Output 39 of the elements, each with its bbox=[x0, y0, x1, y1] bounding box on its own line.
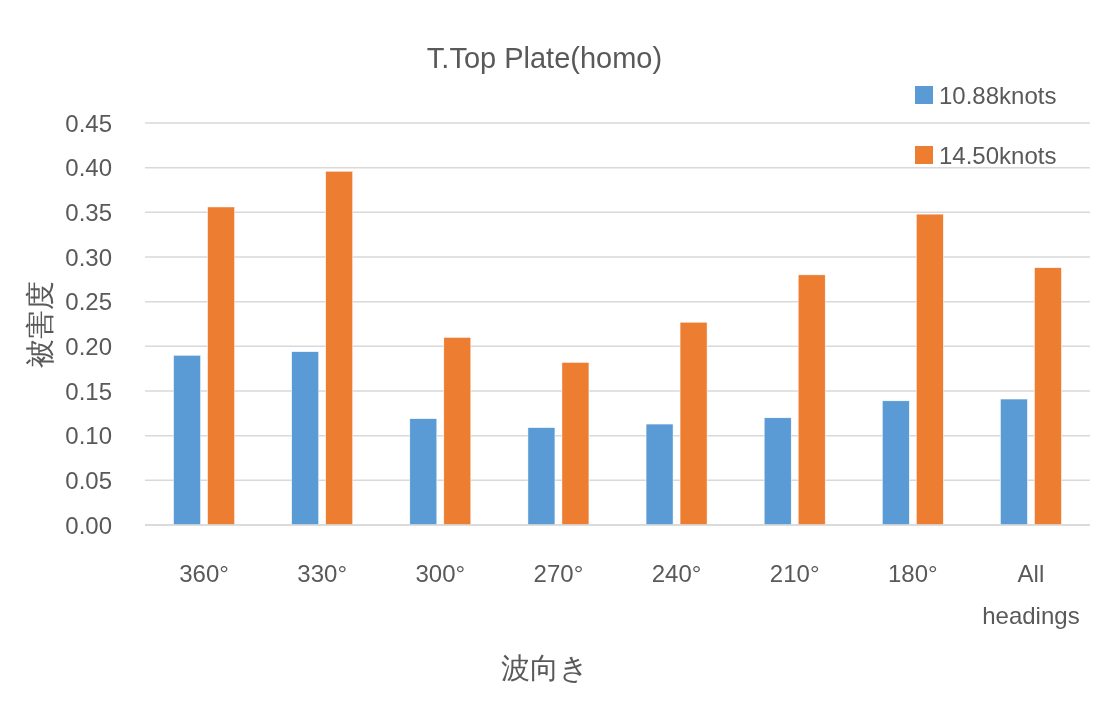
bar bbox=[1034, 267, 1062, 526]
bar bbox=[325, 170, 353, 526]
legend-label: 14.50knots bbox=[939, 141, 1057, 169]
x-tick-label: 360° bbox=[179, 560, 229, 587]
bar bbox=[916, 213, 944, 526]
y-tick-label: 0.25 bbox=[65, 288, 112, 316]
y-tick-label: 0.15 bbox=[65, 377, 112, 405]
x-tick-label: 270° bbox=[533, 560, 584, 587]
x-tick-label: 180° bbox=[887, 560, 938, 587]
bar bbox=[797, 274, 826, 526]
chart-title: T.Top Plate(homo) bbox=[426, 42, 663, 74]
bar bbox=[882, 400, 910, 526]
y-tick-label: 0.00 bbox=[65, 511, 112, 539]
x-axis-title: 波向き bbox=[500, 652, 589, 684]
bar bbox=[527, 427, 556, 526]
y-tick-label: 0.10 bbox=[65, 422, 112, 450]
x-tick-label: 330° bbox=[297, 560, 348, 587]
y-tick-label: 0.45 bbox=[65, 109, 112, 137]
x-tick-label: 300° bbox=[415, 560, 466, 587]
bar bbox=[679, 321, 708, 526]
bar bbox=[1000, 398, 1028, 526]
bar bbox=[763, 417, 792, 526]
x-tick-label: 210° bbox=[769, 560, 820, 587]
y-tick-label: 0.30 bbox=[65, 243, 112, 271]
x-tick-label: 240° bbox=[651, 560, 702, 587]
y-tick-label: 0.40 bbox=[65, 154, 112, 182]
bar bbox=[645, 423, 674, 526]
legend-label: 10.88knots bbox=[939, 81, 1057, 109]
bar bbox=[443, 337, 472, 526]
bar bbox=[173, 355, 201, 526]
y-axis-title: 被害度 bbox=[24, 280, 56, 368]
bar bbox=[561, 362, 590, 526]
y-tick-label: 0.35 bbox=[65, 198, 112, 226]
y-tick-label: 0.05 bbox=[65, 466, 112, 494]
x-tick-label: All headings bbox=[982, 560, 1080, 629]
bar bbox=[291, 351, 319, 526]
y-tick-label: 0.20 bbox=[65, 332, 112, 360]
bar bbox=[207, 206, 235, 526]
bar bbox=[409, 418, 438, 526]
